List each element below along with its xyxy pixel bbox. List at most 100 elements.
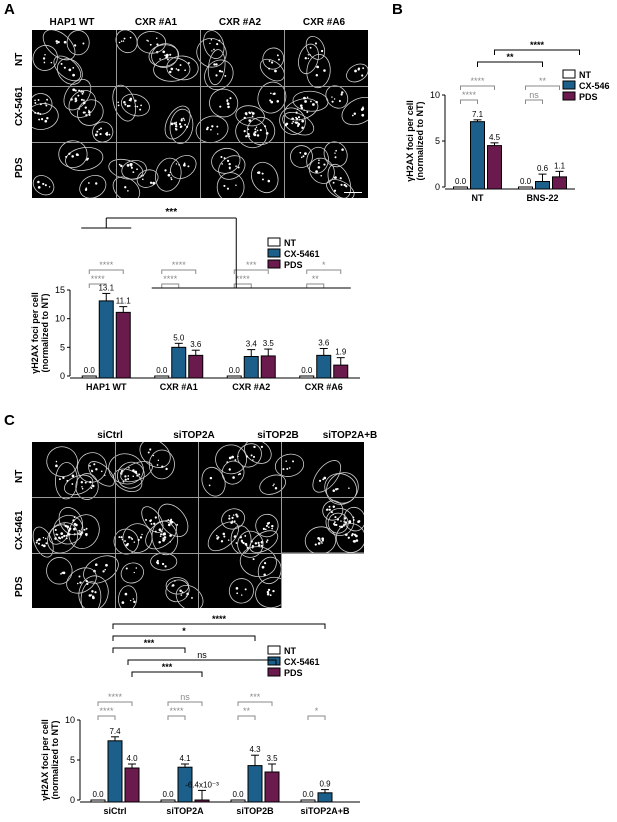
bar-cx-5461: [317, 792, 333, 803]
foci-dot: [323, 476, 327, 480]
foci-dot: [304, 100, 307, 103]
data-label: 0.9: [319, 780, 331, 789]
foci-dot: [95, 182, 98, 185]
nucleus-outline: [53, 55, 82, 82]
significance-label: *: [315, 706, 319, 716]
foci-dot: [118, 163, 121, 166]
data-label: 0.0: [301, 366, 313, 375]
nucleus-outline: [46, 557, 73, 585]
foci-dot: [135, 567, 138, 569]
foci-dot: [171, 585, 173, 587]
bar-cx-5461: [107, 740, 123, 803]
foci-dot: [100, 127, 102, 130]
significance-label: **: [506, 52, 514, 62]
foci-dot: [102, 570, 105, 573]
foci-dot: [46, 117, 49, 120]
col-header: siTOP2B: [257, 430, 299, 441]
legend-swatch: [267, 259, 281, 269]
foci-dot: [154, 516, 157, 519]
foci-dot: [236, 515, 239, 518]
bar-nt: [230, 799, 246, 803]
nucleus-outline: [66, 30, 90, 56]
foci-dot: [131, 538, 134, 541]
foci-dot: [228, 517, 231, 520]
foci-dot: [221, 70, 224, 73]
foci-dot: [244, 542, 248, 546]
foci-dot: [292, 460, 295, 463]
foci-dot: [44, 53, 46, 56]
nucleus-outline: [221, 460, 245, 485]
nucleus-outline: [120, 461, 153, 483]
foci-dot: [149, 519, 152, 523]
foci-dot: [84, 106, 87, 109]
foci-dot: [341, 91, 344, 94]
foci-dot: [122, 40, 125, 42]
foci-dot: [62, 476, 65, 479]
bar-cx-5461: [247, 765, 263, 803]
nucleus-outline: [298, 43, 319, 75]
significance-label: ****: [108, 692, 123, 702]
nucleus-outline: [195, 115, 229, 144]
foci-dot: [78, 575, 81, 578]
foci-dot: [182, 117, 185, 120]
empty-tile: [281, 552, 364, 608]
foci-dot: [351, 114, 354, 117]
foci-dot: [98, 128, 101, 131]
foci-dot: [41, 544, 44, 547]
nucleus-outline: [279, 107, 306, 135]
y-tick-label: 0: [70, 795, 75, 805]
y-axis-label: γH2AX foci per cell: [30, 292, 40, 374]
foci-dot: [82, 91, 85, 93]
legend-label: PDS: [284, 668, 303, 678]
foci-dot: [277, 58, 280, 61]
nucleus-outline: [323, 141, 348, 168]
data-label: 3.4: [246, 340, 258, 349]
y-tick-label: 10: [430, 90, 440, 100]
nucleus-outline: [148, 449, 175, 480]
foci-dot: [93, 463, 96, 466]
bar-pds: [188, 354, 204, 379]
foci-dot: [250, 540, 253, 543]
foci-dot: [340, 525, 344, 529]
foci-dot: [81, 486, 83, 488]
nucleus-outline: [121, 159, 147, 180]
foci-dot: [68, 68, 72, 72]
foci-dot: [215, 74, 218, 77]
foci-dot: [260, 445, 264, 448]
foci-dot: [355, 539, 359, 542]
nucleus-outline: [312, 460, 342, 493]
foci-dot: [242, 541, 245, 545]
foci-dot: [352, 519, 355, 521]
foci-dot: [228, 166, 231, 169]
legend-swatch: [562, 80, 576, 90]
foci-dot: [217, 133, 219, 135]
bar-cx-5461: [316, 354, 332, 379]
foci-dot: [361, 107, 365, 110]
foci-dot: [245, 135, 248, 137]
foci-dot: [57, 41, 60, 44]
foci-dot: [276, 100, 280, 103]
significance-bracket: [97, 701, 133, 706]
foci-dot: [42, 536, 45, 539]
foci-dot: [226, 187, 230, 190]
foci-dot: [270, 92, 272, 95]
scale-bar: [344, 192, 362, 193]
data-label: -6.4x10⁻³: [185, 780, 219, 789]
foci-dot: [251, 112, 255, 115]
foci-dot: [124, 475, 127, 478]
nucleus-outline: [305, 35, 326, 60]
nucleus-outline: [32, 526, 54, 558]
foci-dot: [334, 516, 337, 519]
nucleus-outline: [251, 161, 279, 194]
foci-dot: [216, 43, 219, 46]
foci-dot: [331, 96, 333, 98]
foci-dot: [339, 525, 341, 528]
foci-dot: [74, 100, 77, 103]
foci-dot: [253, 132, 256, 136]
foci-dot: [132, 469, 135, 472]
foci-dot: [73, 522, 77, 526]
foci-dot: [297, 116, 300, 119]
foci-dot: [139, 536, 143, 539]
foci-dot: [248, 111, 251, 114]
row-header: NT: [14, 52, 25, 66]
